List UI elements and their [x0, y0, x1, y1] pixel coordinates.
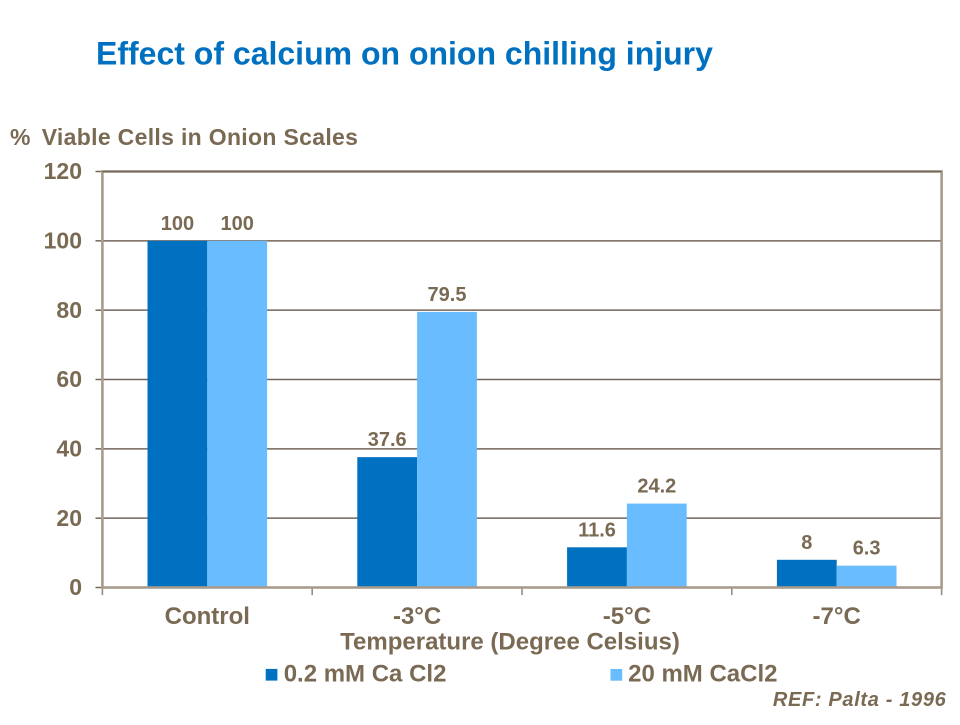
svg-text:120: 120: [44, 158, 82, 184]
svg-text:Effect of calcium on onion chi: Effect of calcium on onion chilling inju…: [96, 36, 713, 72]
svg-text:100: 100: [221, 213, 254, 235]
svg-text:8: 8: [801, 532, 812, 554]
svg-text:0.2 mM Ca Cl2: 0.2 mM Ca Cl2: [284, 661, 447, 688]
svg-text:Control: Control: [165, 603, 250, 630]
svg-text:REF: Palta - 1996: REF: Palta - 1996: [773, 689, 947, 711]
svg-text:6.3: 6.3: [853, 538, 881, 560]
svg-text:60: 60: [56, 366, 82, 392]
svg-text:80: 80: [56, 297, 82, 323]
svg-text:Temperature (Degree Celsius): Temperature (Degree Celsius): [340, 629, 680, 656]
svg-text:-3°C: -3°C: [393, 603, 441, 630]
svg-text:100: 100: [44, 228, 82, 254]
svg-text:100: 100: [161, 213, 194, 235]
svg-text:37.6: 37.6: [368, 429, 407, 451]
svg-text:20: 20: [56, 505, 82, 531]
svg-text:-5°C: -5°C: [603, 603, 651, 630]
svg-text:40: 40: [56, 436, 82, 462]
svg-text:0: 0: [69, 574, 82, 600]
svg-text:%: %: [10, 124, 30, 150]
svg-text:11.6: 11.6: [578, 519, 616, 541]
svg-text:20 mM CaCl2: 20 mM CaCl2: [628, 661, 777, 688]
svg-text:-7°C: -7°C: [813, 603, 861, 630]
svg-text:24.2: 24.2: [637, 476, 676, 498]
svg-text:Viable Cells in Onion Scales: Viable Cells in Onion Scales: [42, 124, 359, 150]
svg-text:79.5: 79.5: [428, 284, 467, 306]
